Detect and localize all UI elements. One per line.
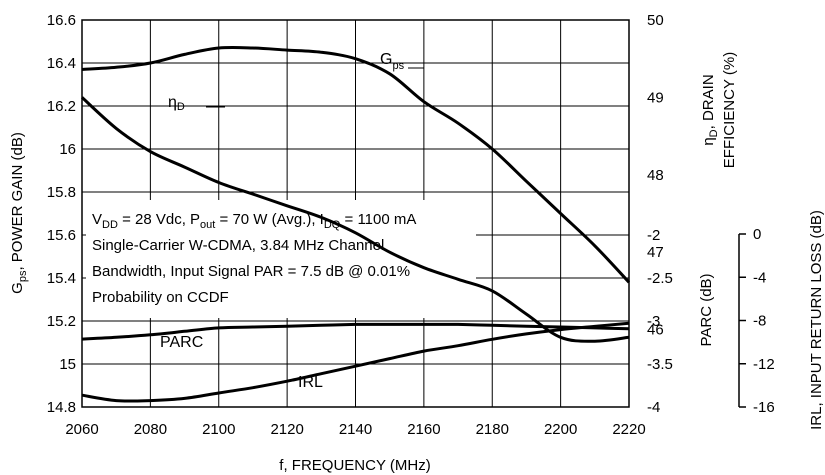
annotation-line-1: VDD = 28 Vdc, Pout = 70 W (Avg.), IDQ = … [92,211,416,231]
left-tick-label: 16 [59,141,76,158]
label-gps: Gps [380,51,405,72]
x-tick-label: 2100 [202,421,235,438]
efficiency-tick-label: 49 [647,89,664,106]
annotation-line-4: Probability on CCDF [92,289,229,306]
parc-tick-label: -3.5 [647,356,673,373]
annotation-line-2: Single-Carrier W-CDMA, 3.84 MHz Channel [92,237,384,254]
label-parc: PARC [160,334,203,351]
left-tick-label: 15.8 [47,184,76,201]
label-etad-group: ηD [168,94,225,113]
x-axis-title: f, FREQUENCY (MHz) [279,457,430,474]
left-tick-label: 15.6 [47,227,76,244]
irl-axis-title: IRL, INPUT RETURN LOSS (dB) [808,210,825,430]
left-tick-label: 15 [59,356,76,373]
x-tick-label: 2080 [134,421,167,438]
plot-frame [81,19,630,408]
efficiency-axis-title-line2: EFFICIENCY (%) [721,52,738,168]
left-tick-label: 16.4 [47,55,76,72]
efficiency-tick-label: 50 [647,12,664,29]
series-irl-line [81,321,630,403]
left-tick-label: 14.8 [47,399,76,416]
efficiency-tick-label: 47 [647,244,664,261]
x-tick-label: 2120 [270,421,303,438]
parc-tick-label: -4 [647,399,660,416]
parc-tick-label: -2 [647,227,660,244]
left-tick-label: 15.4 [47,270,76,287]
left-axis-title: Gps, POWER GAIN (dB) [9,132,29,294]
x-tick-label: 2220 [612,421,645,438]
parc-tick-label: -3 [647,313,660,330]
annotation-line-3: Bandwidth, Input Signal PAR = 7.5 dB @ 0… [92,263,410,280]
parc-axis-title: PARC (dB) [698,273,715,346]
series-parc-line [81,322,630,341]
irl-tick-label: -12 [753,356,775,373]
irl-axis: 0 -4 -8 -12 -16 [738,226,775,416]
label-gps-group: Gps [380,51,424,72]
irl-tick-label: 0 [753,226,761,243]
label-irl: IRL [298,374,323,391]
irl-tick-label: -16 [753,399,775,416]
x-tick-label: 2060 [65,421,98,438]
efficiency-tick-label: 48 [647,167,664,184]
x-tick-label: 2180 [476,421,509,438]
irl-tick-label: -4 [753,269,766,286]
annotation-background [86,200,476,318]
series-gps-line [81,45,631,284]
efficiency-axis-title-line1: ηD, DRAIN [700,74,720,145]
x-tick-label: 2160 [407,421,440,438]
tick-labels: 2060 2080 2100 2120 2140 2160 2180 2200 2220 16.6… [47,12,673,438]
left-tick-label: 16.2 [47,98,76,115]
left-tick-label: 16.6 [47,12,76,29]
series-eta-d-line [80,96,630,343]
left-tick-label: 15.2 [47,313,76,330]
irl-tick-label: -8 [753,313,766,330]
efficiency-tick-label: 46 [647,322,664,339]
parc-tick-label: -2.5 [647,270,673,287]
annotation-box: VDD = 28 Vdc, Pout = 70 W (Avg.), IDQ = … [86,200,476,318]
label-etad: ηD [168,94,185,113]
x-tick-label: 2200 [544,421,577,438]
x-tick-label: 2140 [339,421,372,438]
series-group [80,45,631,403]
